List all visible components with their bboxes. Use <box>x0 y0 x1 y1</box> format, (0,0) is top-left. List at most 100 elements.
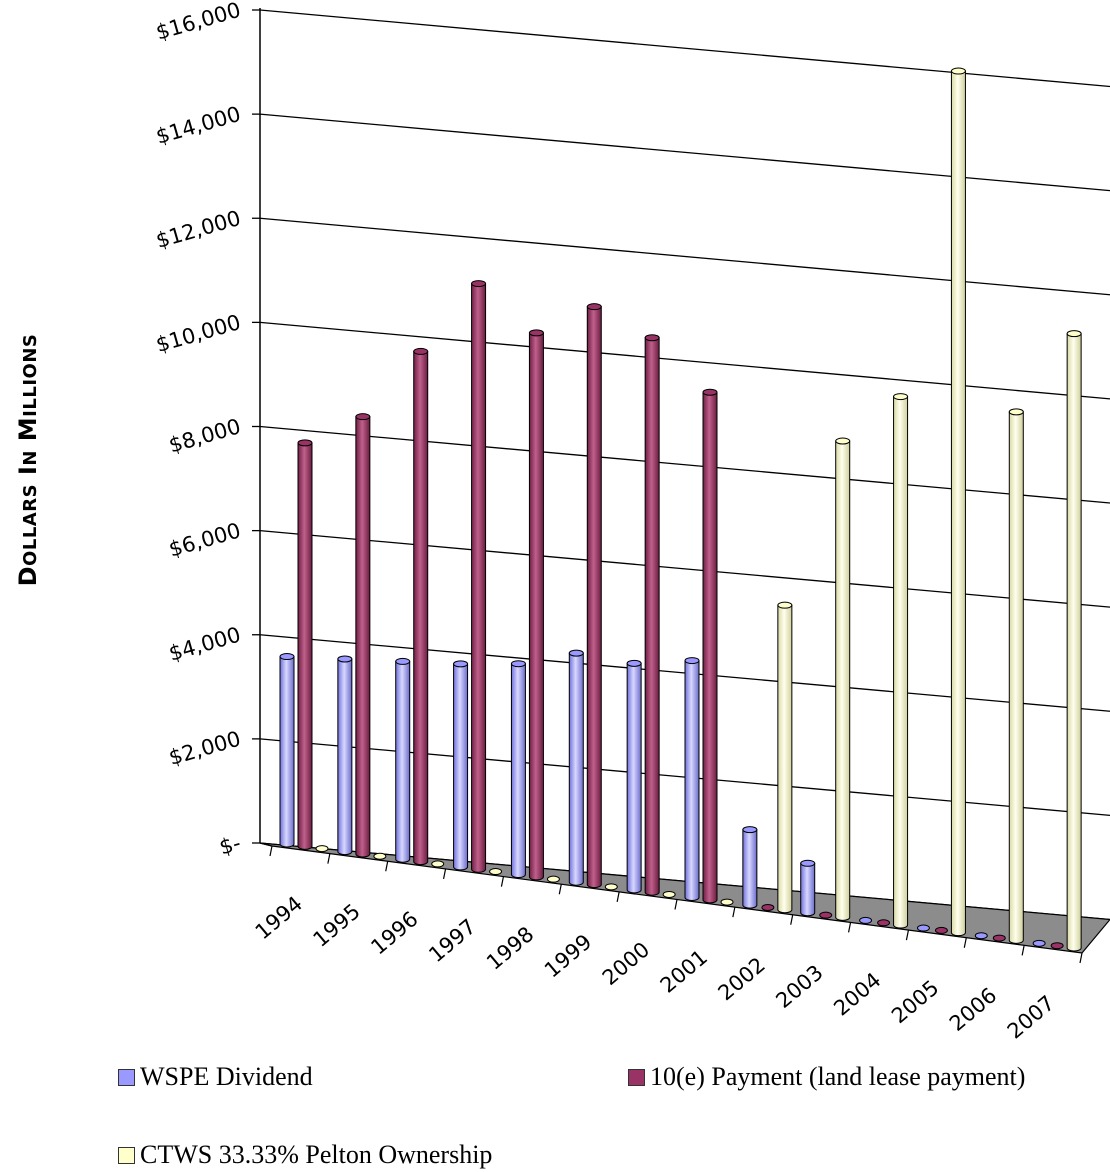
bar-body <box>413 350 429 866</box>
bar-body <box>1066 333 1082 952</box>
bar-top <box>950 67 966 75</box>
bar-body <box>626 662 642 894</box>
x-tick-label: 2006 <box>945 983 1001 1036</box>
bar-10e-1998 <box>528 329 544 881</box>
x-tick-label: 2000 <box>598 937 654 990</box>
bar-base <box>819 911 833 919</box>
bar-10e-1996 <box>413 347 429 866</box>
bar-wspe-2005 <box>916 924 930 932</box>
bar-ctws-1996 <box>431 860 445 868</box>
bar-body <box>702 391 718 904</box>
bar-wspe-2004 <box>859 916 873 924</box>
x-tick-mark <box>963 937 967 948</box>
bar-top <box>568 649 584 657</box>
legend-swatch-ctws <box>118 1146 135 1164</box>
legend-label-wspe: WSPE Dividend <box>140 1062 313 1091</box>
bar-base <box>1032 939 1046 947</box>
x-tick-mark <box>616 891 620 902</box>
bar-base <box>431 860 445 868</box>
bar-top <box>626 659 642 667</box>
bar-top <box>413 347 429 355</box>
bar-ctws-2005 <box>950 67 966 937</box>
y-axis-label: DOLLARS IN MILLIONS <box>14 334 42 587</box>
bar-top <box>395 657 411 665</box>
x-tick-mark <box>674 899 678 910</box>
bar-10e-2006 <box>992 934 1006 942</box>
bar-top <box>893 393 909 401</box>
bar-10e-2007 <box>1050 942 1064 950</box>
gridline <box>259 321 1110 400</box>
x-tick-mark <box>1079 952 1083 964</box>
bar-top <box>586 303 602 311</box>
bar-ctws-1998 <box>546 875 560 883</box>
bar-top <box>471 280 487 288</box>
bar-top <box>297 439 313 447</box>
bar-body <box>510 663 526 879</box>
bar-top <box>742 826 758 834</box>
x-tick-mark <box>558 884 562 895</box>
y-tick-label: $14,000 <box>153 102 243 149</box>
bar-10e-1997 <box>471 280 487 873</box>
legend-label-ctws: CTWS 33.33% Pelton Ownership <box>140 1140 493 1169</box>
legend-item-wspe: WSPE Dividend <box>118 1062 313 1092</box>
bar-top <box>453 660 469 668</box>
bar-top <box>702 388 718 396</box>
gridline <box>259 9 1110 88</box>
bar-wspe-2003 <box>800 859 816 917</box>
x-tick-mark <box>500 876 505 887</box>
bar-top <box>279 653 295 661</box>
bar-wspe-1996 <box>395 657 411 863</box>
bar-top <box>644 334 660 342</box>
x-tick-label: 1994 <box>251 891 307 944</box>
bar-body <box>742 829 758 909</box>
x-tick-label: 2001 <box>656 945 712 998</box>
bar-ctws-2004 <box>893 393 909 929</box>
bar-body <box>279 656 295 848</box>
gridline <box>259 425 1110 504</box>
bar-body <box>395 660 411 863</box>
bar-wspe-1999 <box>568 649 584 886</box>
bar-top <box>337 655 353 663</box>
bar-body <box>568 652 584 886</box>
legend-item-10e: 10(e) Payment (land lease payment) <box>628 1062 1025 1092</box>
bar-body <box>355 416 371 858</box>
bar-ctws-1995 <box>373 852 387 860</box>
bar-base <box>761 904 775 912</box>
bar-top <box>684 657 700 665</box>
x-tick-label: 2007 <box>1003 991 1059 1044</box>
bar-wspe-1995 <box>337 655 353 856</box>
bar-ctws-2000 <box>662 890 676 898</box>
bar-body <box>950 70 966 937</box>
y-axis-ticks: $16,000 $14,000 $12,000 $10,000 $8,000 $6,000… <box>153 0 260 860</box>
bar-base <box>877 919 891 927</box>
bar-10e-2004 <box>877 919 891 927</box>
bar-base <box>662 890 676 898</box>
bar-body <box>893 396 909 929</box>
bar-top <box>528 329 544 337</box>
bar-body <box>586 306 602 889</box>
bar-ctws-2003 <box>835 437 851 921</box>
x-tick-mark <box>847 922 852 933</box>
gridline <box>259 113 1110 192</box>
bar-wspe-1998 <box>510 660 526 879</box>
bar-body <box>684 660 700 901</box>
bar-base <box>720 898 734 906</box>
bar-base <box>315 845 329 853</box>
bar-10e-2002 <box>761 904 775 912</box>
x-tick-label: 2004 <box>829 968 885 1021</box>
bar-10e-1999 <box>586 303 602 889</box>
bar-top <box>355 413 371 421</box>
bar-top <box>510 660 526 668</box>
legend-swatch-wspe <box>118 1068 135 1086</box>
bar-wspe-2001 <box>684 657 700 901</box>
x-tick-label: 2003 <box>771 960 827 1013</box>
bar-10e-1994 <box>297 439 313 850</box>
legend-label-10e: 10(e) Payment (land lease payment) <box>650 1062 1026 1091</box>
y-tick-label: $8,000 <box>166 414 243 457</box>
y-tick-label: $2,000 <box>166 727 243 770</box>
bar-ctws-2001 <box>720 898 734 906</box>
bar-wspe-2002 <box>742 826 758 909</box>
bar-top <box>1066 330 1082 338</box>
bar-10e-2000 <box>644 334 660 896</box>
x-tick-mark <box>790 914 794 925</box>
